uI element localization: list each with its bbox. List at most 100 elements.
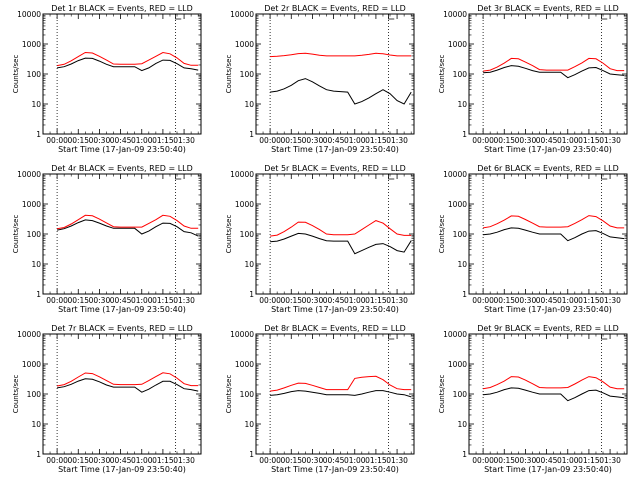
x-tick-label: 00:30 (515, 456, 537, 465)
y-tick-label: 1000 (22, 40, 41, 49)
x-tick-label: 01:15 (152, 296, 174, 305)
y-axis-label: Counts/sec (225, 375, 233, 414)
events-series-line (483, 227, 625, 242)
x-axis-label: Start Time (17-Jan-09 23:50:40) (271, 305, 399, 314)
y-tick-label: 1 (36, 450, 41, 459)
x-tick-label: 01:00 (344, 296, 366, 305)
x-tick-label: 01:00 (557, 296, 579, 305)
x-tick-label: 00:15 (280, 136, 302, 145)
time-marker (601, 14, 608, 20)
chart-title: Det 4r BLACK = Events, RED = LLD (51, 164, 193, 173)
x-tick-label: 01:15 (152, 456, 174, 465)
x-tick-label: 00:30 (515, 296, 537, 305)
x-tick-label: 00:00 (472, 296, 494, 305)
x-tick-label: 00:45 (323, 296, 345, 305)
x-tick-label: 01:00 (131, 296, 153, 305)
y-tick-label: 10000 (230, 330, 254, 339)
events-series-line (57, 57, 199, 72)
y-tick-label: 10 (244, 420, 254, 429)
events-series-line (270, 390, 412, 398)
y-tick-label: 1000 (235, 40, 254, 49)
y-tick-label: 100 (240, 230, 255, 239)
chart-panel-4: Det 4r BLACK = Events, RED = LLD 1 10 100 10… (12, 164, 202, 314)
y-tick-label: 1 (36, 290, 41, 299)
lld-series-line (270, 375, 412, 392)
y-tick-label: 1 (36, 130, 41, 139)
x-tick-label: 01:15 (152, 136, 174, 145)
x-tick-label: 00:45 (536, 456, 558, 465)
time-marker (388, 174, 395, 180)
x-tick-label: 00:00 (46, 136, 68, 145)
x-tick-label: 00:30 (89, 456, 111, 465)
y-tick-label: 1000 (235, 200, 254, 209)
y-tick-label: 10000 (17, 170, 41, 179)
time-marker (388, 14, 395, 20)
plot-frame (42, 173, 202, 295)
y-tick-label: 1000 (235, 360, 254, 369)
y-axis-label: Counts/sec (12, 375, 20, 414)
y-tick-label: 1 (462, 450, 467, 459)
events-series-line (483, 387, 625, 402)
x-tick-label: 00:30 (515, 136, 537, 145)
x-tick-label: 01:30 (599, 456, 621, 465)
x-axis-label: Start Time (17-Jan-09 23:50:40) (58, 305, 186, 314)
x-tick-label: 00:00 (259, 136, 281, 145)
x-tick-label: 00:00 (472, 136, 494, 145)
x-tick-label: 00:00 (46, 456, 68, 465)
y-tick-label: 100 (453, 70, 468, 79)
lld-series-line (483, 215, 625, 229)
y-tick-label: 1000 (448, 360, 467, 369)
y-tick-label: 100 (453, 390, 468, 399)
y-tick-label: 1000 (448, 200, 467, 209)
x-axis-label: Start Time (17-Jan-09 23:50:40) (484, 145, 612, 154)
x-tick-label: 01:15 (365, 296, 387, 305)
x-tick-label: 01:00 (344, 456, 366, 465)
x-tick-label: 01:00 (131, 136, 153, 145)
chart-title: Det 5r BLACK = Events, RED = LLD (264, 164, 406, 173)
chart-panel-1: Det 1r BLACK = Events, RED = LLD 1 10 100 10… (12, 4, 202, 154)
y-tick-label: 10 (457, 260, 467, 269)
y-tick-label: 100 (453, 230, 468, 239)
time-marker (601, 174, 608, 180)
x-tick-label: 01:30 (173, 136, 195, 145)
chart-panel-8: Det 8r BLACK = Events, RED = LLD 1 10 100 10… (225, 324, 415, 474)
x-tick-label: 00:45 (110, 456, 132, 465)
x-tick-label: 00:45 (323, 136, 345, 145)
chart-panel-2: Det 2r BLACK = Events, RED = LLD 1 10 100 10… (225, 4, 415, 154)
events-series-line (270, 232, 412, 255)
x-tick-label: 00:15 (67, 296, 89, 305)
events-series-line (270, 78, 412, 105)
plot-frame (255, 13, 415, 135)
chart-title: Det 3r BLACK = Events, RED = LLD (477, 4, 619, 13)
x-tick-label: 00:15 (493, 296, 515, 305)
chart-title: Det 6r BLACK = Events, RED = LLD (477, 164, 619, 173)
chart-title: Det 1r BLACK = Events, RED = LLD (51, 4, 193, 13)
x-tick-label: 00:30 (89, 136, 111, 145)
x-tick-label: 00:00 (472, 456, 494, 465)
x-axis-label: Start Time (17-Jan-09 23:50:40) (271, 145, 399, 154)
x-tick-label: 00:30 (302, 456, 324, 465)
y-tick-label: 10000 (443, 10, 467, 19)
y-tick-label: 10000 (230, 10, 254, 19)
lld-series-line (270, 52, 412, 58)
x-tick-label: 01:30 (386, 456, 408, 465)
y-tick-label: 1 (249, 290, 254, 299)
chart-panel-5: Det 5r BLACK = Events, RED = LLD 1 10 100 10… (225, 164, 415, 314)
x-tick-label: 01:30 (386, 136, 408, 145)
y-tick-label: 1 (462, 130, 467, 139)
y-tick-label: 10 (31, 420, 41, 429)
y-tick-label: 10000 (443, 170, 467, 179)
plot-frame (468, 13, 628, 135)
chart-title: Det 2r BLACK = Events, RED = LLD (264, 4, 406, 13)
x-tick-label: 00:15 (67, 136, 89, 145)
x-tick-label: 01:30 (173, 456, 195, 465)
x-tick-label: 01:00 (557, 456, 579, 465)
x-tick-label: 01:15 (578, 456, 600, 465)
x-tick-label: 01:15 (578, 296, 600, 305)
x-tick-label: 00:45 (110, 296, 132, 305)
x-tick-label: 00:45 (323, 456, 345, 465)
y-tick-label: 100 (27, 230, 42, 239)
x-tick-label: 00:00 (259, 296, 281, 305)
events-series-line (483, 65, 625, 79)
